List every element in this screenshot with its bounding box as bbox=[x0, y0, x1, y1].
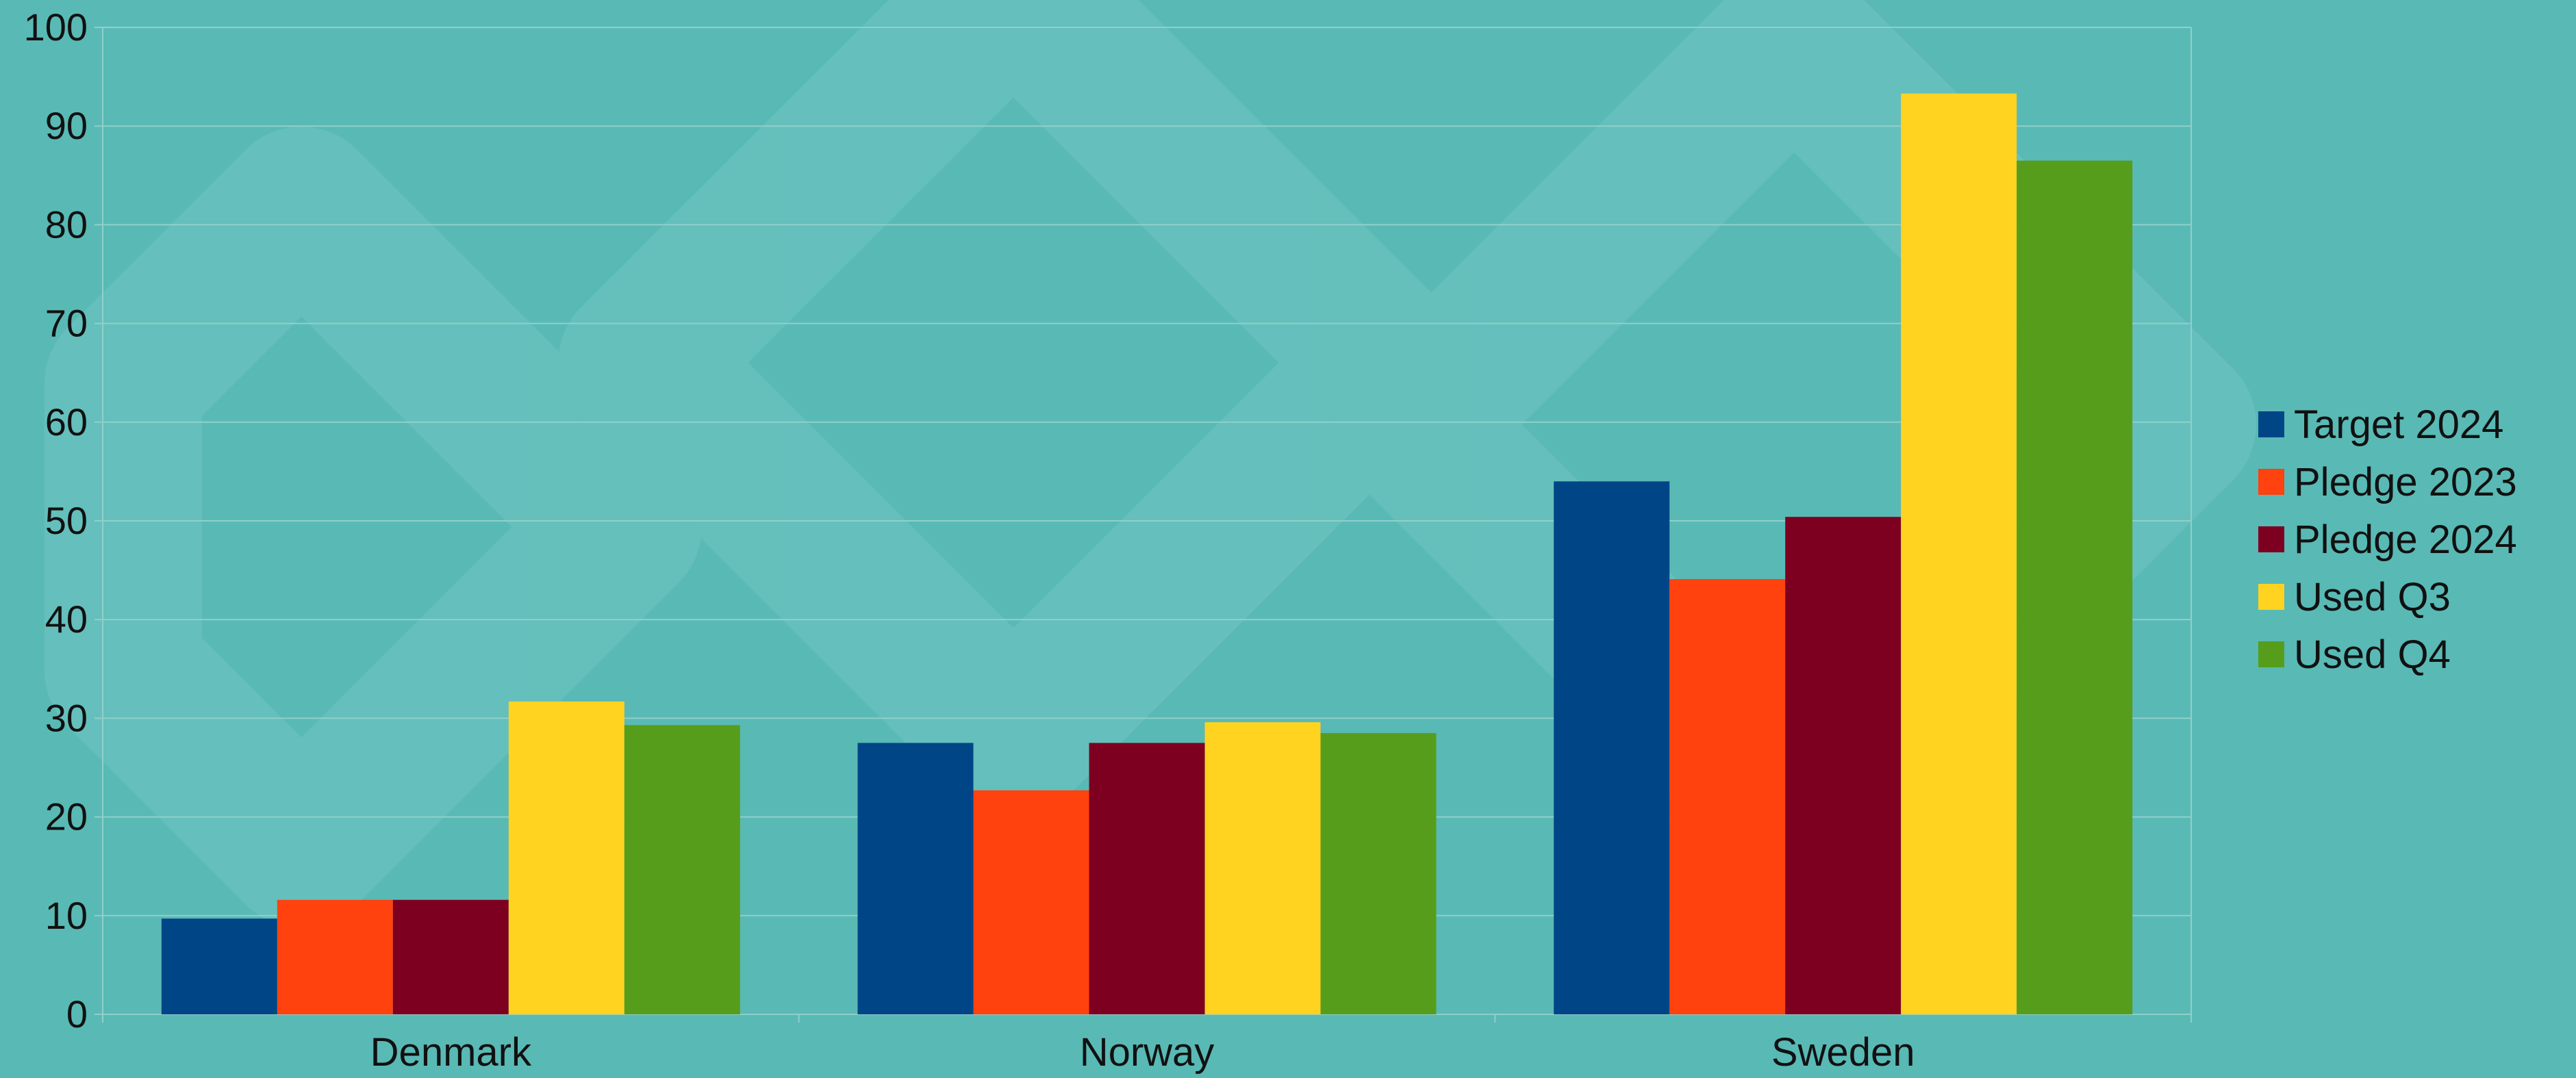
legend-label: Target 2024 bbox=[2294, 402, 2503, 447]
background-diamond-left bbox=[45, 127, 702, 927]
y-tick-label: 70 bbox=[45, 302, 88, 345]
bar bbox=[1320, 733, 1437, 1014]
bar bbox=[1554, 481, 1670, 1014]
y-tick-label: 10 bbox=[45, 894, 88, 937]
legend-label: Pledge 2024 bbox=[2294, 517, 2517, 562]
y-tick-label: 50 bbox=[45, 499, 88, 542]
bar bbox=[2017, 160, 2133, 1014]
x-tick-label: Sweden bbox=[1771, 1030, 1915, 1075]
y-tick-label: 90 bbox=[45, 104, 88, 147]
legend-swatch bbox=[2258, 469, 2284, 495]
bar bbox=[1785, 517, 1902, 1014]
bars bbox=[161, 93, 2133, 1014]
legend-label: Used Q3 bbox=[2294, 575, 2451, 619]
background-diamond-center bbox=[558, 0, 1469, 818]
bar bbox=[1204, 722, 1321, 1014]
y-tick-label: 100 bbox=[24, 5, 88, 49]
y-tick-label: 30 bbox=[45, 696, 88, 739]
x-tick-label: Norway bbox=[1080, 1030, 1215, 1075]
bar bbox=[624, 725, 740, 1014]
x-tick-label: Denmark bbox=[370, 1030, 532, 1075]
y-tick-label: 80 bbox=[45, 203, 88, 246]
y-tick-label: 40 bbox=[45, 598, 88, 641]
axes bbox=[94, 27, 2192, 1023]
bar bbox=[392, 899, 509, 1014]
bar bbox=[973, 790, 1089, 1014]
y-tick-label: 60 bbox=[45, 400, 88, 444]
legend: Target 2024 Pledge 2023 Pledge 2024 Used Q3… bbox=[2258, 402, 2517, 677]
legend-label: Used Q4 bbox=[2294, 632, 2451, 677]
axis-labels: 0 10 20 30 40 50 60 70 80 90 100 Denmark Norway Swede… bbox=[24, 5, 1915, 1075]
y-tick-label: 20 bbox=[45, 795, 88, 838]
bar bbox=[1669, 579, 1786, 1014]
legend-swatch bbox=[2258, 526, 2284, 552]
bar bbox=[161, 919, 277, 1014]
legend-swatch bbox=[2258, 641, 2284, 667]
legend-label: Pledge 2023 bbox=[2294, 460, 2517, 504]
bar bbox=[1901, 93, 2017, 1014]
bar bbox=[508, 701, 624, 1014]
legend-swatch bbox=[2258, 584, 2284, 610]
bar bbox=[857, 743, 974, 1014]
y-tick-label: 0 bbox=[66, 992, 88, 1036]
bar bbox=[277, 899, 393, 1014]
bar bbox=[1089, 743, 1205, 1014]
legend-swatch bbox=[2258, 411, 2284, 437]
